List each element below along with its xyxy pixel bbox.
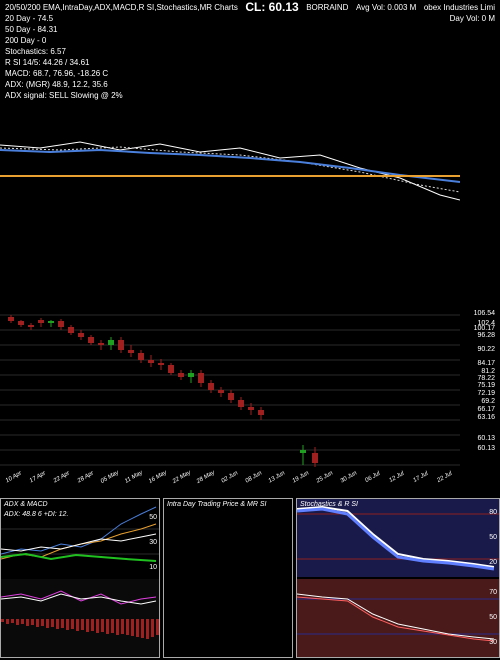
intraday-panel: Intra Day Trading Price & MR SI xyxy=(163,498,293,658)
day-vol: Day Vol: 0 M xyxy=(450,13,495,24)
adx-signal: ADX signal: SELL Slowing @ 2% xyxy=(5,90,495,101)
panel2-title: Intra Day Trading Price & MR SI xyxy=(167,501,266,508)
symbol: BORRAIND xyxy=(306,2,348,13)
panel3-title: Stochastics & R SI xyxy=(300,501,358,508)
stochastics-chart xyxy=(297,499,499,577)
adx: ADX: (MGR) 48.9, 12.2, 35.6 xyxy=(5,79,495,90)
adx-macd-panel: ADX & MACD ADX: 48.8 6 +DI: 12. 503010 xyxy=(0,498,160,658)
macd: MACD: 68.7, 76.96, -18.26 C xyxy=(5,68,495,79)
indicator-panels: ADX & MACD ADX: 48.8 6 +DI: 12. 503010 I… xyxy=(0,498,500,658)
company-name: obex Industries Limi xyxy=(424,2,495,13)
adx-chart xyxy=(1,499,159,577)
date-x-axis: 10 Apr17 Apr22 Apr28 Apr05 May11 May16 M… xyxy=(5,480,460,492)
ema200: 200 Day - 0 xyxy=(5,35,495,46)
indicators-label: 20/50/200 EMA,IntraDay,ADX,MACD,R SI,Sto… xyxy=(5,2,238,13)
rsi-chart xyxy=(297,579,499,657)
chart-header: 20/50/200 EMA,IntraDay,ADX,MACD,R SI,Sto… xyxy=(5,2,495,101)
close-price: CL: 60.13 xyxy=(245,2,298,13)
price-y-axis: 106.54102.4100.1796.2890.2284.1781.278.2… xyxy=(463,310,495,470)
ema20: 20 Day - 74.5 xyxy=(5,13,53,24)
ema50: 50 Day - 84.31 xyxy=(5,24,495,35)
support-line xyxy=(0,175,460,177)
panel1-title: ADX & MACD xyxy=(4,501,48,508)
macd-chart xyxy=(1,579,159,657)
candlestick-chart xyxy=(0,310,460,480)
main-price-chart xyxy=(0,120,460,220)
stochastics-rsi-panel: Stochastics & R SI 805020 705030 xyxy=(296,498,500,658)
stochastics: Stochastics: 6.57 xyxy=(5,46,495,57)
rsi: R SI 14/5: 44.26 / 34.61 xyxy=(5,57,495,68)
avg-vol: Avg Vol: 0.003 M xyxy=(356,2,416,13)
